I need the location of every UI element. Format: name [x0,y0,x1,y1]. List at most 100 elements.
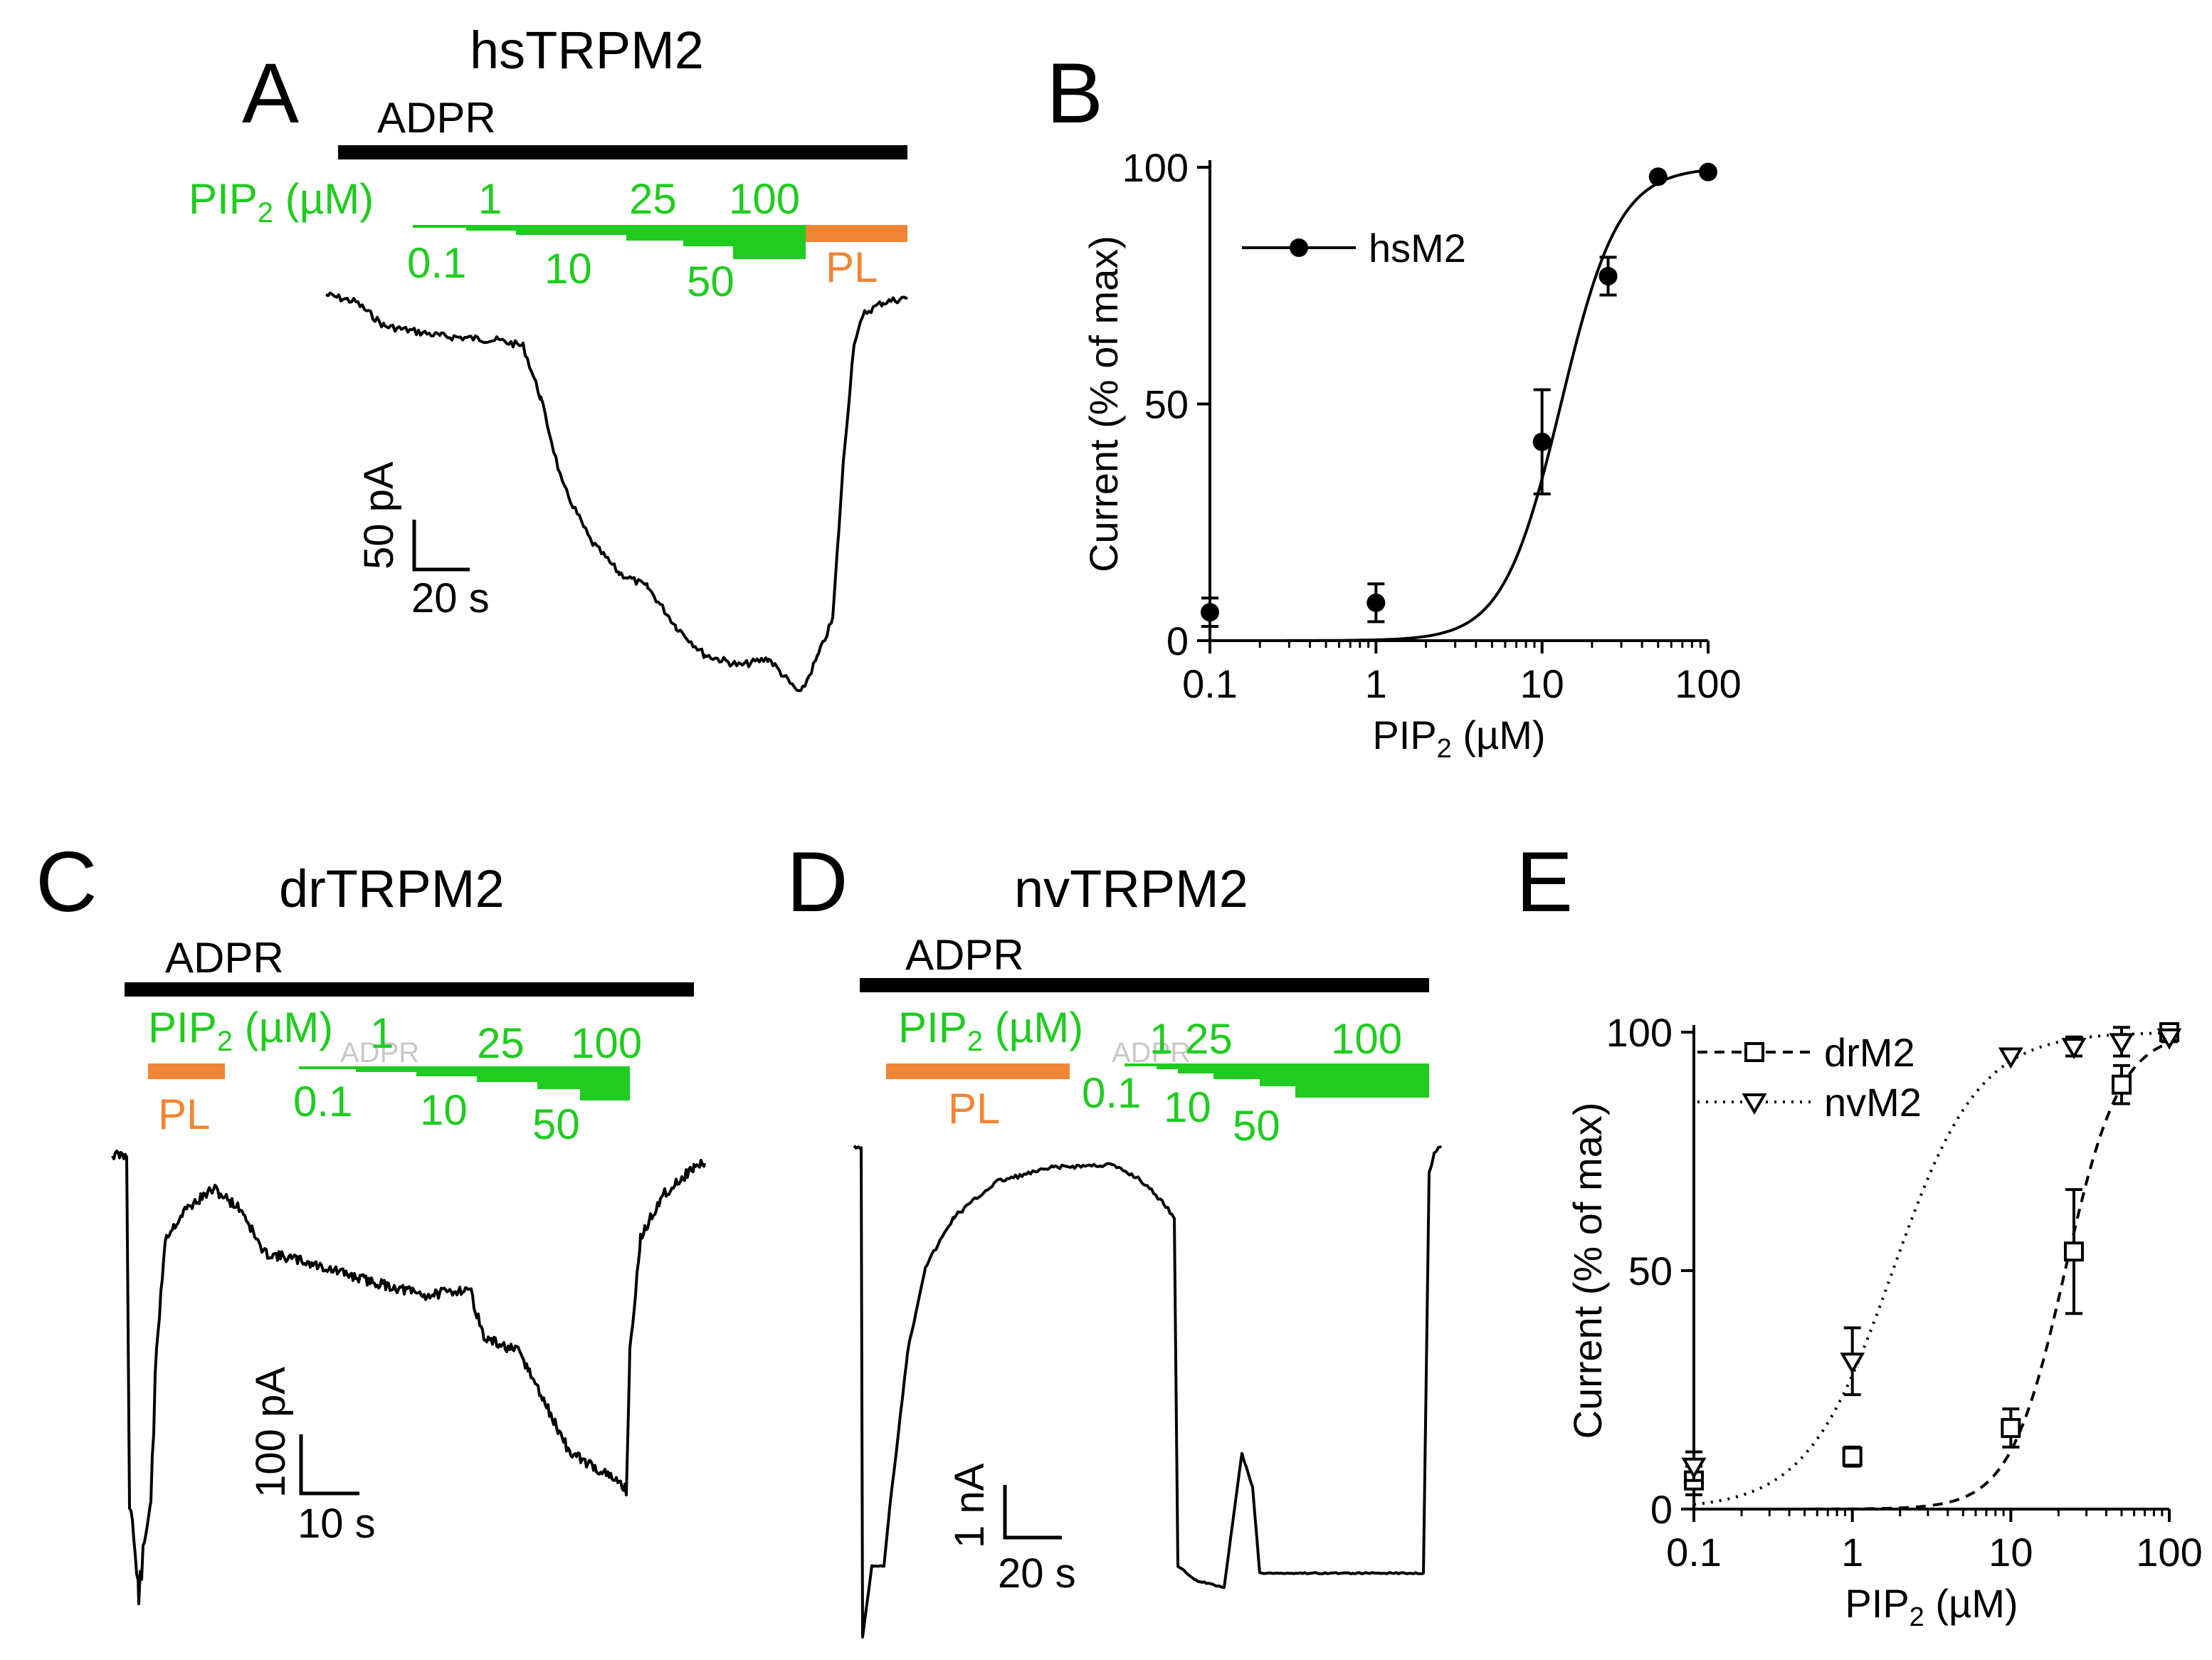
panel-a-adpr-bar [338,145,907,159]
panel-b-y-tick-label: 0 [1166,619,1189,663]
panel-e-point-nvM2 [2061,1038,2087,1060]
panel-d-conc-25: 25 [1185,1015,1233,1063]
panel-c-conc-100: 100 [571,1019,642,1067]
panel-a-scale-y: 50 pA [356,461,402,569]
panel-e-legend-label-drM2: drM2 [1824,1030,1915,1075]
panel-b-y-tick-label: 50 [1144,382,1189,427]
panel-a-scale-bar [412,520,470,572]
panel-c: C drTRPM2 ADPR PIP2 (µM) ADPR 1 25 100 P… [36,834,706,1606]
panel-e-chart: E 0.1 1 10 100 0 50 100 PIP2 (µM) Current (% of … [1516,834,2203,1632]
panel-e-legend-marker-nvM2 [1742,1093,1767,1115]
panel-e-y-tick-label: 100 [1606,1010,1673,1055]
panel-c-scale-x: 10 s [297,1501,376,1547]
panel-d-scale-y: 1 nA [947,1463,993,1548]
panel-c-conc-0.1: 0.1 [293,1078,352,1125]
panel-e-x-tick-label: 100 [2136,1530,2202,1575]
panel-c-scale-bar [299,1434,359,1496]
panel-b-point-hsM2 [1648,167,1668,187]
panel-e-x-axis-label: PIP2 (µM) [1845,1581,2018,1632]
panel-c-pip-staircase [299,1066,630,1100]
panel-d-conc-10: 10 [1164,1083,1211,1131]
panel-b-x-tick-label: 100 [1675,661,1741,706]
panel-c-conc-25: 25 [477,1019,525,1067]
panel-b-point-hsM2 [1366,593,1386,612]
panel-d-conc-100: 100 [1331,1015,1402,1063]
panel-a-pl-label: PL [826,243,878,291]
panel-a: A hsTRPM2 ADPR PIP2 (µM) 1 25 100 0.1 10… [189,21,908,693]
panel-e-point-nvM2 [2156,1028,2182,1050]
panel-d-conc-1: 1 [1149,1015,1173,1063]
panel-e-legend-label-nvM2: nvM2 [1824,1080,1922,1125]
panel-a-pip-label: PIP2 (µM) [189,175,374,228]
panel-b-legend-label-hsM2: hsM2 [1369,226,1466,270]
panel-e-y-tick-label: 0 [1650,1487,1673,1532]
panel-d-scale-x: 20 s [998,1550,1076,1597]
panel-c-pl-bar [148,1063,225,1079]
panel-a-conc-0.1: 0.1 [407,239,466,287]
panel-b-y-tick-label: 100 [1122,145,1189,190]
panel-d-pip-staircase [1125,1063,1429,1098]
panel-a-conc-10: 10 [544,245,592,293]
panel-b-legend-marker-hsM2 [1290,238,1308,257]
panel-b-point-hsM2 [1201,603,1219,622]
panel-letter-e: E [1516,834,1573,930]
panel-e-point-nvM2 [1840,1352,1865,1375]
panel-d-pip-label: PIP2 (µM) [898,1004,1083,1057]
panel-e-y-axis-label: Current (% of max) [1565,1103,1610,1439]
panel-d-title: nvTRPM2 [1014,859,1248,918]
panel-c-adpr-label: ADPR [165,934,284,982]
panel-b-x-tick-label: 10 [1520,661,1564,706]
panel-c-pl-label: PL [158,1091,210,1138]
panel-a-adpr-label: ADPR [377,94,496,142]
panel-letter-b: B [1046,46,1103,141]
panel-c-conc-10: 10 [420,1086,468,1134]
panel-e-point-nvM2 [1681,1457,1707,1479]
panel-c-current-trace [111,1150,706,1606]
panel-b-point-hsM2 [1699,162,1717,182]
panel-b-x-tick-label: 0.1 [1182,661,1238,706]
panel-e-x-tick-label: 0.1 [1666,1530,1722,1575]
panel-a-conc-25: 25 [629,175,677,223]
panel-d-adpr-bar [860,978,1429,992]
panel-e-legend-marker-drM2 [1744,1042,1764,1062]
panel-a-pl-bar [806,225,907,242]
panel-d-conc-0.1: 0.1 [1082,1069,1141,1117]
panel-a-conc-50: 50 [687,258,734,305]
panel-e-y-tick-label: 50 [1628,1249,1673,1293]
panel-e-point-nvM2 [2109,1033,2134,1055]
panel-c-pip-label: PIP2 (µM) [148,1004,333,1057]
panel-a-conc-100: 100 [729,175,800,223]
panel-e-fit-nvM2 [1693,1031,2169,1506]
panel-e-point-drM2 [2001,1418,2021,1439]
panel-b-chart: B 0.1 1 10 100 0 50 100 PIP2 (µM) Current (% of … [1046,46,1742,764]
panel-e-fit-drM2 [1694,1041,2170,1511]
panel-d-pl-bar [886,1063,1070,1079]
panel-c-title: drTRPM2 [279,859,505,918]
panel-a-title: hsTRPM2 [470,21,704,80]
panel-d-pl-label: PL [948,1085,1000,1133]
panel-c-conc-50: 50 [532,1100,580,1148]
panel-c-conc-1: 1 [370,1009,394,1057]
panel-d-ghost-label: ADPR [1112,1037,1191,1068]
panel-e-point-nvM2 [1998,1047,2023,1069]
panel-d-conc-50: 50 [1233,1102,1280,1150]
panel-e-point-drM2 [2111,1074,2132,1095]
panel-c-ghost-label: ADPR [340,1037,419,1068]
panel-e-point-drM2 [1842,1446,1863,1467]
panel-b-point-hsM2 [1532,432,1552,451]
panel-d: D nvTRPM2 ADPR PIP2 (µM) ADPR 1 25 100 P… [786,834,1443,1639]
panel-b-x-axis-label: PIP2 (µM) [1372,713,1545,764]
panel-b-fit-hsM2 [1210,169,1709,642]
panel-d-adpr-label: ADPR [905,931,1024,979]
panel-b-y-axis-label: Current (% of max) [1081,236,1126,572]
panel-b-x-tick-label: 1 [1365,661,1387,706]
panel-a-scale-x: 20 s [411,575,490,621]
panel-a-current-trace [325,291,908,693]
panel-a-pip-staircase [413,225,806,259]
panel-e-point-drM2 [2063,1241,2084,1262]
panel-b-point-hsM2 [1599,266,1618,285]
panel-c-adpr-bar [125,982,694,997]
panel-letter-a: A [242,46,299,141]
panel-e-x-tick-label: 10 [1989,1530,2033,1575]
